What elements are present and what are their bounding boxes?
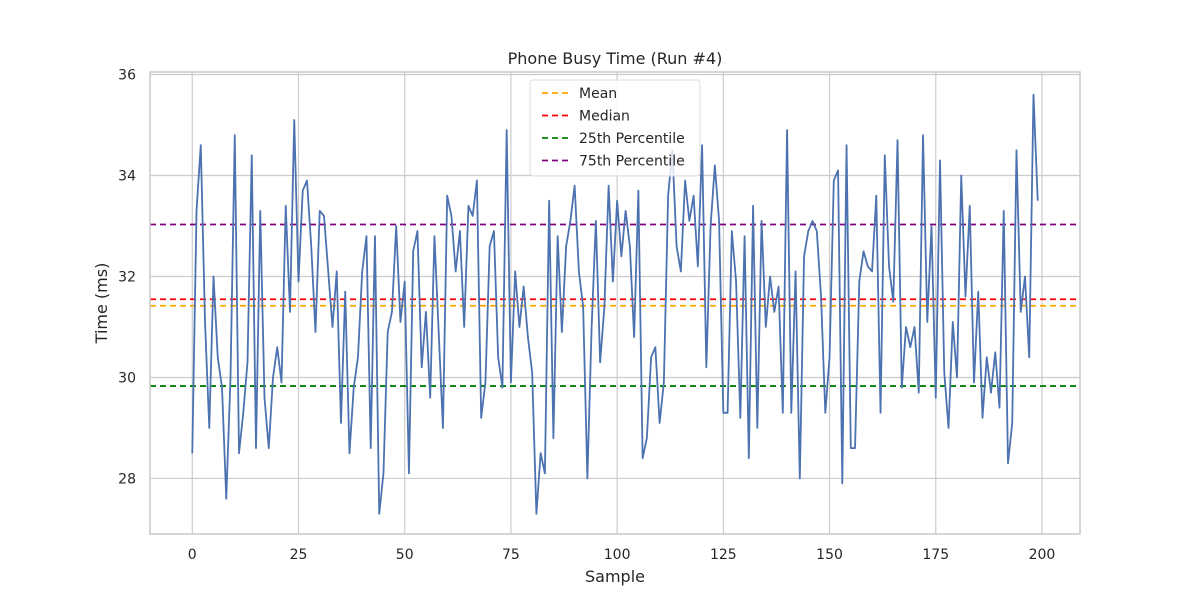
- x-tick-label: 75: [502, 547, 520, 563]
- legend-box: [529, 79, 701, 177]
- legend-label: 25th Percentile: [579, 131, 685, 147]
- x-tick-label: 100: [604, 547, 631, 563]
- y-tick-label: 32: [118, 269, 136, 285]
- x-tick-label: 200: [1029, 547, 1056, 563]
- y-axis-label: Time (ms): [92, 263, 111, 345]
- legend-label: Mean: [579, 86, 617, 102]
- legend: Mean Median 25th Percentile 75th Percentile: [529, 79, 701, 177]
- y-tick-label: 28: [118, 471, 136, 487]
- x-tick-label: 25: [290, 547, 308, 563]
- x-tick-labels: 0 25 50 75 100 125 150 175 200: [188, 547, 1056, 563]
- x-tick-label: 150: [816, 547, 843, 563]
- y-tick-label: 36: [118, 68, 136, 84]
- x-tick-label: 125: [710, 547, 737, 563]
- series-line: [191, 93, 1039, 515]
- x-axis-label: Sample: [585, 567, 645, 586]
- x-tick-label: 175: [922, 547, 949, 563]
- y-tick-labels: 28 30 32 34 36: [118, 68, 136, 488]
- x-tick-label: 50: [396, 547, 414, 563]
- legend-label: 75th Percentile: [579, 154, 685, 170]
- plot-frame: [149, 71, 1081, 535]
- y-tick-label: 30: [118, 370, 136, 386]
- legend-label: Median: [579, 109, 630, 125]
- x-tick-label: 0: [188, 547, 197, 563]
- y-tick-label: 34: [118, 169, 136, 185]
- chart-title: Phone Busy Time (Run #4): [508, 49, 723, 68]
